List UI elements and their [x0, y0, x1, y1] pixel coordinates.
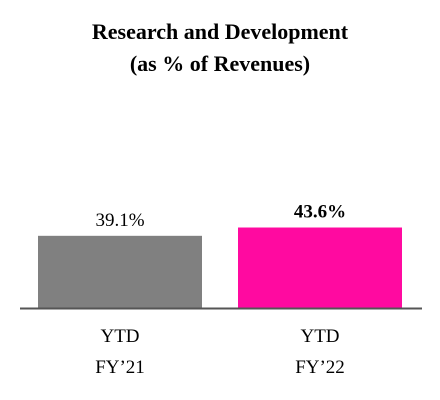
- chart-title-block: Research and Development (as % of Revenu…: [0, 16, 440, 80]
- bar-1: [38, 235, 202, 308]
- category-label-2-line-1: YTD: [300, 326, 339, 347]
- value-label-1: 39.1%: [95, 210, 144, 231]
- chart-subtitle: (as % of Revenues): [129, 51, 311, 76]
- category-label-1-line-2: FY’21: [95, 357, 145, 378]
- chart-title: Research and Development: [91, 19, 349, 44]
- value-label-2: 43.6%: [294, 202, 346, 223]
- bar-2: [238, 227, 402, 308]
- category-label-1-line-1: YTD: [100, 326, 139, 347]
- category-label-2-line-2: FY’22: [295, 357, 345, 378]
